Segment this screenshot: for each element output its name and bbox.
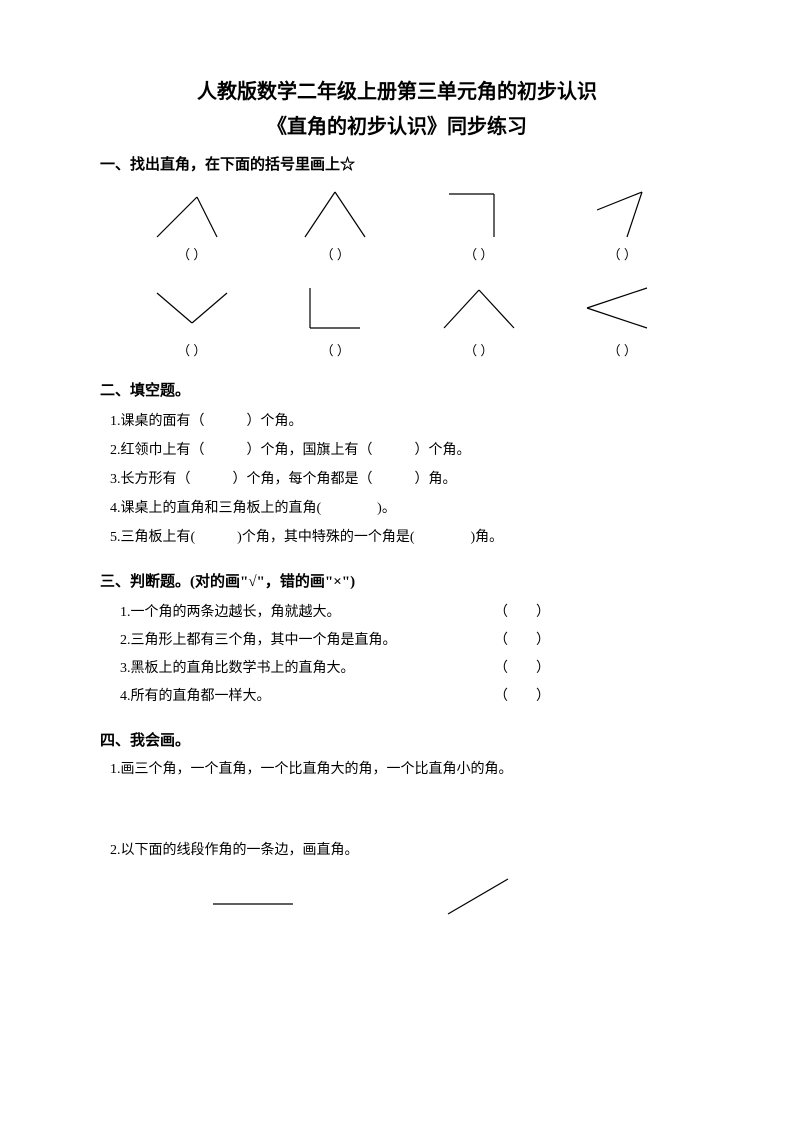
fill-item: 5.三角板上有( )个角，其中特殊的一个角是( )角。: [110, 524, 694, 552]
judge-paren: （ ）: [494, 655, 550, 683]
angle-diagram-icon: [285, 182, 385, 242]
answer-paren: （ ）: [562, 244, 682, 263]
line-segment-icon: [428, 874, 528, 919]
fill-item: 3.长方形有（ ）个角，每个角都是（ ）角。: [110, 466, 694, 494]
angle-cell: （ ）: [419, 182, 539, 263]
answer-paren: （ ）: [562, 340, 682, 359]
judge-row: 4.所有的直角都一样大。 （ ）: [120, 683, 550, 711]
fill-item: 4.课桌上的直角和三角板上的直角( )。: [110, 495, 694, 523]
judge-paren: （ ）: [494, 627, 550, 655]
section4-header: 四、我会画。: [100, 729, 694, 750]
angle-cell: （ ）: [562, 278, 682, 359]
worksheet-page: 人教版数学二年级上册第三单元角的初步认识 《直角的初步认识》同步练习 一、找出直…: [0, 0, 794, 959]
angle-cell: （ ）: [275, 182, 395, 263]
angle-cell: （ ）: [562, 182, 682, 263]
angle-row-1: （ ） （ ） （ ） （ ）: [120, 182, 694, 263]
section2-header: 二、填空题。: [100, 379, 694, 400]
answer-paren: （ ）: [132, 340, 252, 359]
answer-paren: （ ）: [419, 340, 539, 359]
angle-cell: （ ）: [132, 182, 252, 263]
fill-blank-list: 1.课桌的面有（ ）个角。 2.红领巾上有（ ）个角，国旗上有（ ）个角。 3.…: [110, 408, 694, 552]
angle-diagram-icon: [572, 182, 672, 242]
judge-paren: （ ）: [494, 599, 550, 627]
angle-cell: （ ）: [419, 278, 539, 359]
angle-diagram-icon: [429, 182, 529, 242]
fill-item: 2.红领巾上有（ ）个角，国旗上有（ ）个角。: [110, 437, 694, 465]
judge-list: 1.一个角的两条边越长，角就越大。 （ ） 2.三角形上都有三个角，其中一个角是…: [120, 599, 694, 711]
fill-item: 1.课桌的面有（ ）个角。: [110, 408, 694, 436]
answer-paren: （ ）: [275, 340, 395, 359]
judge-row: 2.三角形上都有三个角，其中一个角是直角。 （ ）: [120, 627, 550, 655]
angle-diagram-icon: [142, 182, 242, 242]
judge-text: 4.所有的直角都一样大。: [120, 683, 271, 711]
judge-text: 2.三角形上都有三个角，其中一个角是直角。: [120, 627, 397, 655]
section3-header: 三、判断题。(对的画"√"，错的画"×"): [100, 570, 694, 591]
angle-diagram-icon: [572, 278, 672, 338]
judge-text: 3.黑板上的直角比数学书上的直角大。: [120, 655, 355, 683]
q4-2-text: 2.以下面的线段作角的一条边，画直角。: [110, 839, 694, 859]
q4-1-text: 1.画三个角，一个直角，一个比直角大的角，一个比直角小的角。: [110, 758, 694, 778]
answer-paren: （ ）: [275, 244, 395, 263]
draw-area-1: [100, 778, 694, 833]
judge-row: 1.一个角的两条边越长，角就越大。 （ ）: [120, 599, 550, 627]
angle-diagram-icon: [285, 278, 385, 338]
answer-paren: （ ）: [419, 244, 539, 263]
angle-diagram-icon: [429, 278, 529, 338]
angle-cell: （ ）: [275, 278, 395, 359]
judge-text: 1.一个角的两条边越长，角就越大。: [120, 599, 341, 627]
answer-paren: （ ）: [132, 244, 252, 263]
page-subtitle: 《直角的初步认识》同步练习: [100, 110, 694, 139]
judge-paren: （ ）: [494, 683, 550, 711]
angle-cell: （ ）: [132, 278, 252, 359]
angle-diagram-icon: [142, 278, 242, 338]
page-title: 人教版数学二年级上册第三单元角的初步认识: [100, 75, 694, 104]
section1-header: 一、找出直角，在下面的括号里画上☆: [100, 153, 694, 174]
angle-row-2: （ ） （ ） （ ） （ ）: [120, 278, 694, 359]
judge-row: 3.黑板上的直角比数学书上的直角大。 （ ）: [120, 655, 550, 683]
given-lines-row: [140, 874, 590, 919]
line-segment-icon: [203, 874, 303, 919]
